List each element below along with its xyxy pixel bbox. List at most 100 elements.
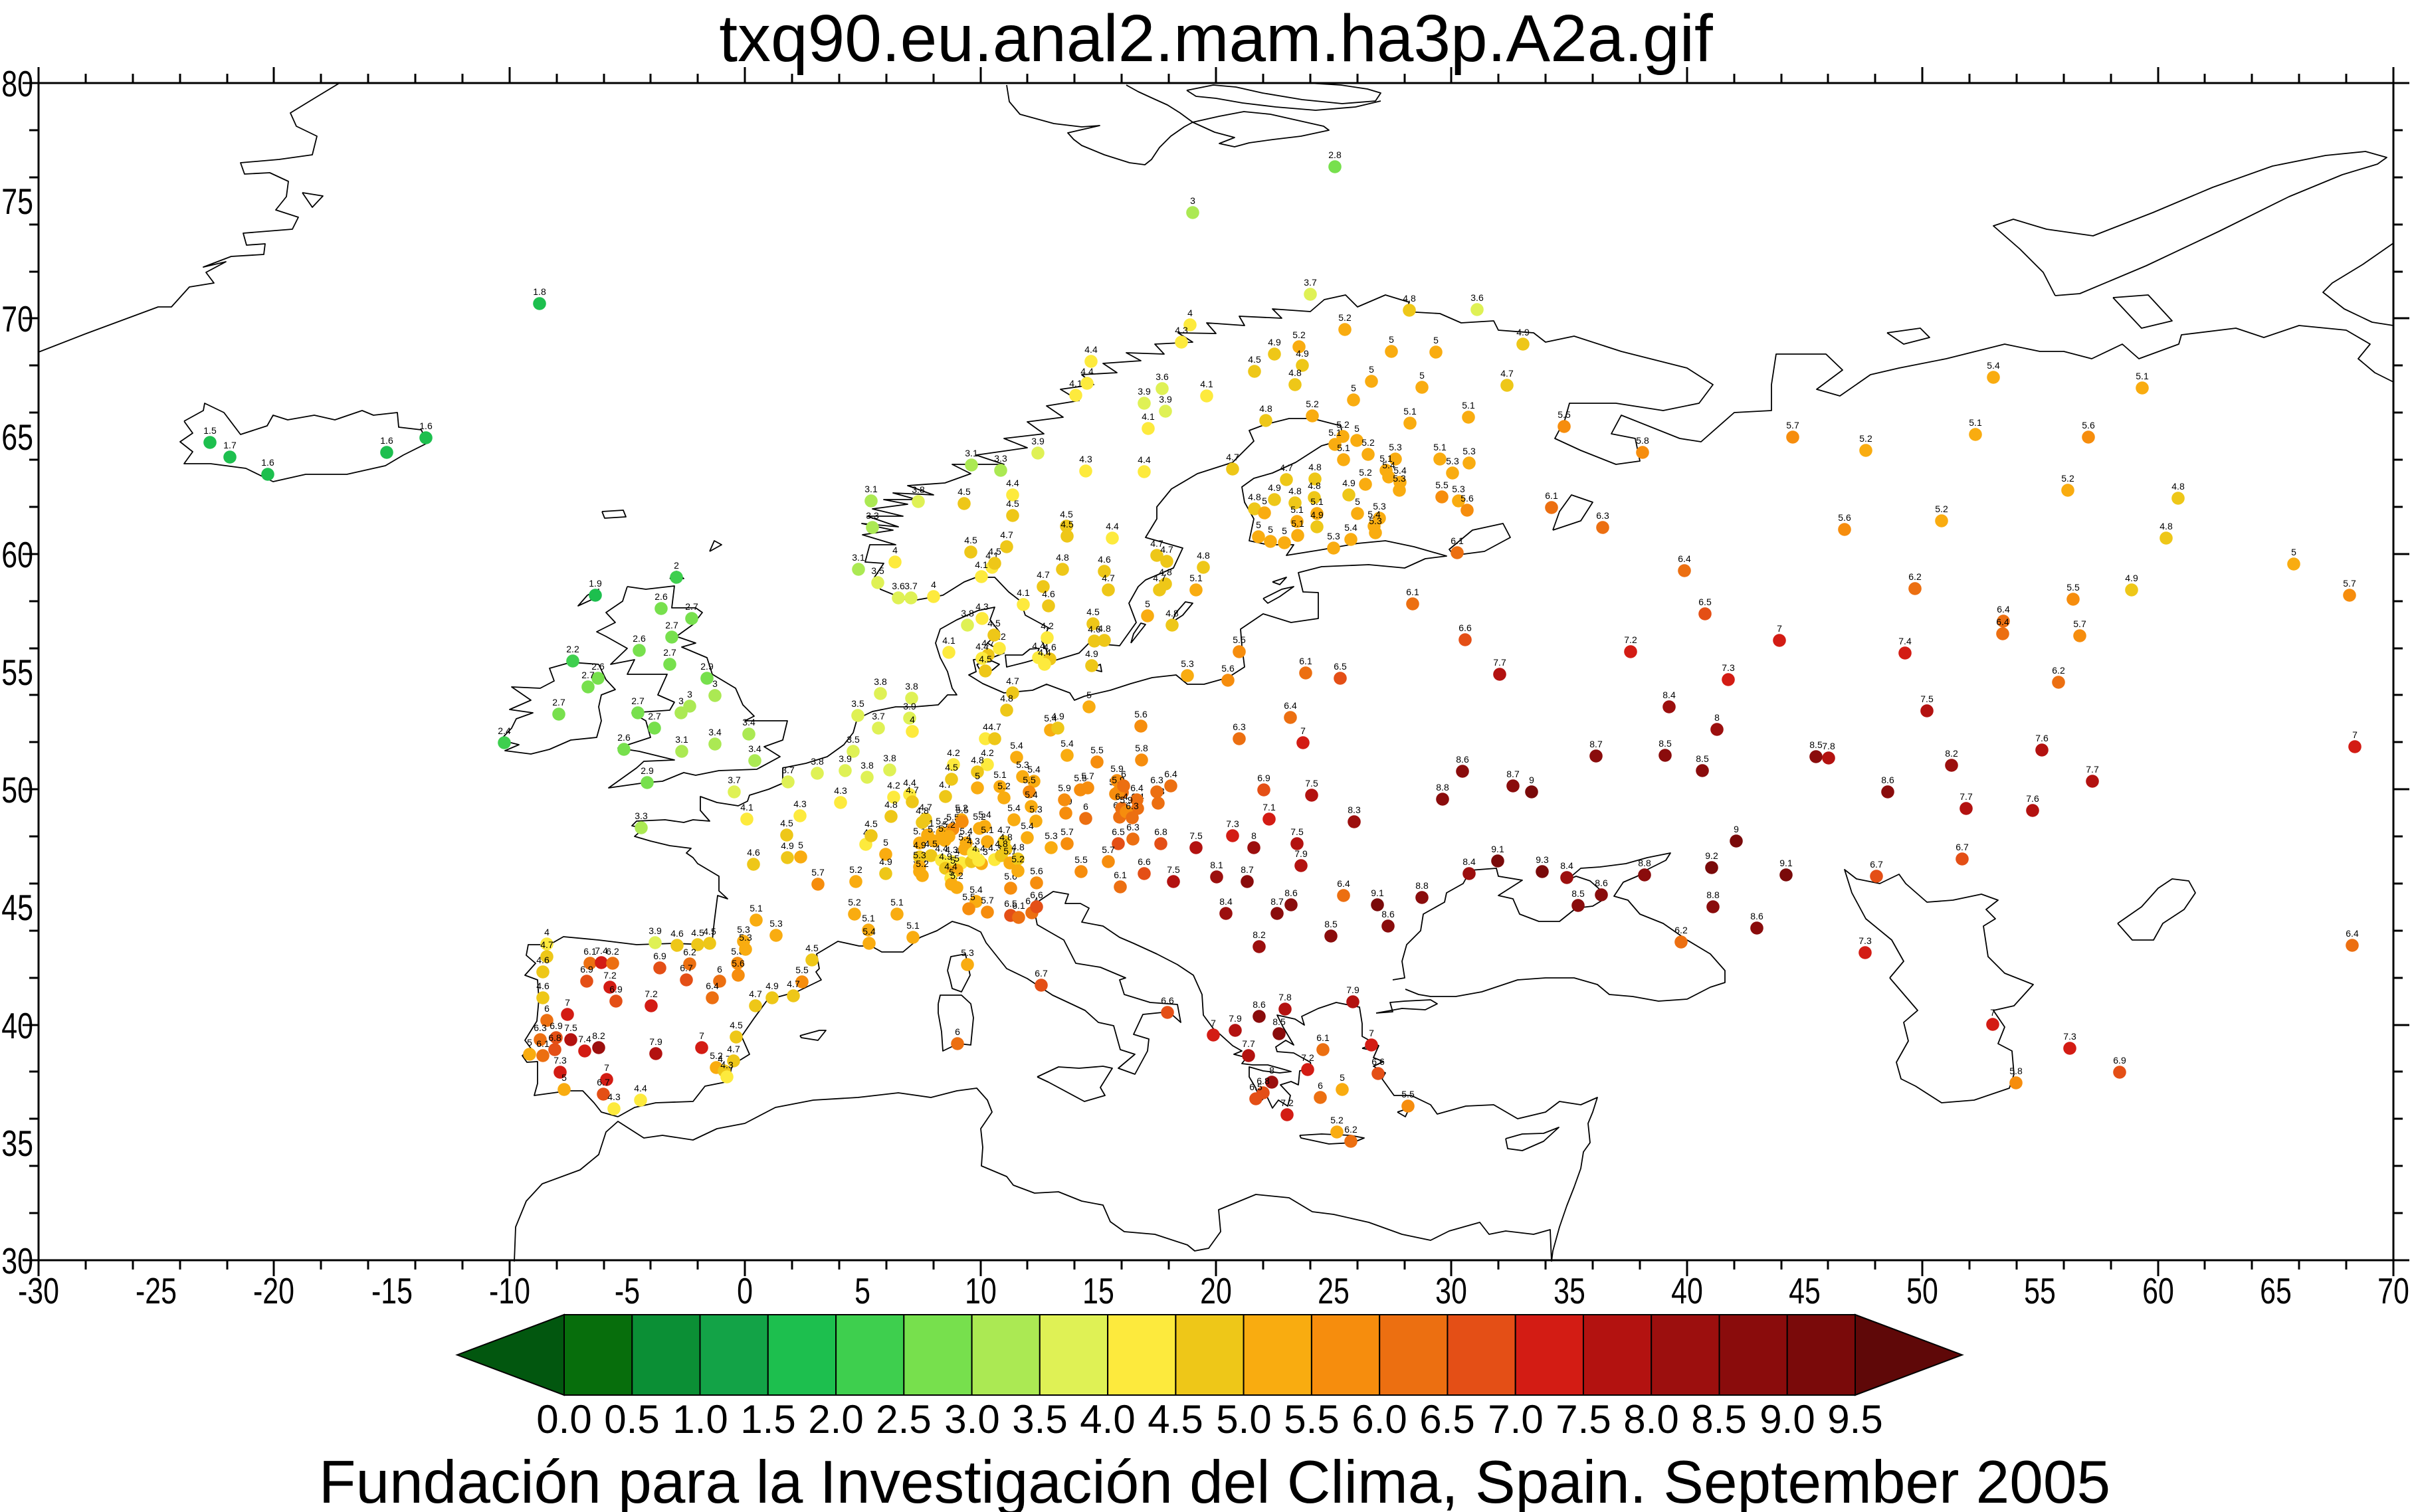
svg-text:7: 7 (1777, 623, 1782, 634)
svg-text:9: 9 (1529, 775, 1534, 785)
svg-text:5.2: 5.2 (955, 803, 968, 813)
svg-text:7.5: 7.5 (1305, 778, 1318, 789)
svg-text:8.6: 8.6 (1456, 754, 1469, 765)
svg-text:6.5: 6.5 (1004, 898, 1017, 909)
svg-text:3: 3 (1190, 195, 1195, 206)
svg-text:3.4: 3.4 (748, 743, 761, 754)
svg-text:4.0: 4.0 (1080, 1397, 1135, 1442)
svg-text:5: 5 (1419, 370, 1425, 381)
svg-text:5.1: 5.1 (1969, 417, 1982, 428)
svg-text:70: 70 (1, 299, 33, 339)
svg-text:4.9: 4.9 (1516, 327, 1530, 337)
svg-text:5.4: 5.4 (969, 884, 983, 895)
svg-text:6.1: 6.1 (1451, 535, 1464, 546)
svg-text:5.5: 5.5 (1090, 745, 1104, 755)
svg-text:5.1: 5.1 (1291, 518, 1304, 529)
svg-text:5.2: 5.2 (2061, 473, 2074, 484)
svg-text:5: 5 (954, 853, 959, 864)
svg-text:9.1: 9.1 (1779, 858, 1793, 868)
svg-text:5.1: 5.1 (862, 913, 875, 923)
svg-text:8.0: 8.0 (1623, 1397, 1678, 1442)
svg-text:8.5: 8.5 (1658, 738, 1672, 749)
svg-text:4.5: 4.5 (1148, 1397, 1203, 1442)
svg-text:2.9: 2.9 (641, 765, 654, 776)
svg-text:6.9: 6.9 (1257, 773, 1270, 783)
svg-text:3.9: 3.9 (839, 753, 852, 764)
svg-text:1.7: 1.7 (223, 440, 237, 450)
svg-text:6.4: 6.4 (1997, 604, 2010, 614)
svg-text:6.4: 6.4 (2346, 928, 2359, 939)
svg-text:35: 35 (1554, 1271, 1585, 1311)
svg-text:5.7: 5.7 (811, 867, 825, 878)
svg-text:3: 3 (678, 696, 684, 706)
svg-text:4.5: 4.5 (924, 838, 938, 849)
svg-text:7: 7 (1990, 1007, 1995, 1018)
svg-text:5.1: 5.1 (1328, 427, 1342, 438)
svg-text:2.7: 2.7 (685, 601, 698, 612)
svg-text:6.6: 6.6 (1030, 890, 1043, 900)
svg-text:4.5: 4.5 (957, 486, 971, 497)
svg-text:10: 10 (965, 1271, 997, 1311)
svg-text:2.9: 2.9 (700, 661, 714, 672)
svg-text:3.9: 3.9 (903, 701, 916, 711)
svg-text:6.4: 6.4 (1130, 783, 1144, 793)
svg-text:5.1: 5.1 (1462, 400, 1475, 411)
svg-text:4.7: 4.7 (1226, 452, 1239, 462)
svg-text:4.7: 4.7 (1000, 529, 1013, 540)
svg-text:4.9: 4.9 (1296, 348, 1309, 359)
svg-text:4.6: 4.6 (1098, 554, 1111, 565)
svg-text:1.9: 1.9 (589, 578, 602, 589)
svg-text:6.9: 6.9 (609, 984, 623, 994)
svg-text:4.1: 4.1 (1142, 411, 1155, 422)
svg-text:5.5: 5.5 (2066, 582, 2080, 593)
svg-text:4.9: 4.9 (939, 851, 952, 862)
svg-text:7.3: 7.3 (1859, 935, 1872, 946)
svg-text:20: 20 (1200, 1271, 1232, 1311)
svg-text:6.1: 6.1 (1316, 1032, 1330, 1043)
svg-text:8.5: 8.5 (1696, 753, 1709, 764)
svg-text:5.3: 5.3 (1452, 484, 1465, 494)
svg-text:4.1: 4.1 (740, 802, 754, 812)
svg-text:4.7: 4.7 (997, 824, 1011, 835)
svg-text:5.6: 5.6 (1030, 866, 1043, 876)
svg-text:4.8: 4.8 (1259, 403, 1272, 414)
svg-text:5: 5 (1389, 334, 1394, 345)
svg-text:4.7: 4.7 (1037, 569, 1050, 580)
svg-text:5: 5 (1086, 690, 1092, 700)
svg-text:4.5: 4.5 (691, 927, 704, 938)
svg-text:7.2: 7.2 (1301, 1052, 1314, 1063)
svg-text:5.3: 5.3 (1389, 442, 1402, 452)
svg-text:5.1: 5.1 (2136, 371, 2149, 381)
svg-text:8: 8 (1269, 1065, 1274, 1076)
svg-text:4.9: 4.9 (1268, 482, 1281, 493)
svg-text:8.2: 8.2 (592, 1030, 605, 1041)
svg-text:3.1: 3.1 (852, 552, 865, 563)
svg-text:4: 4 (1187, 308, 1193, 318)
svg-text:6.4: 6.4 (1337, 878, 1350, 889)
svg-text:5.2: 5.2 (1330, 1115, 1344, 1125)
svg-text:6.1: 6.1 (1545, 490, 1558, 501)
svg-text:4.3: 4.3 (975, 601, 989, 612)
svg-text:60: 60 (1, 535, 33, 575)
svg-text:6.1: 6.1 (1299, 656, 1312, 666)
svg-text:5.7: 5.7 (2073, 618, 2086, 629)
svg-text:50: 50 (1, 770, 33, 810)
svg-text:4.5: 4.5 (945, 762, 958, 773)
svg-text:8.6: 8.6 (1284, 888, 1298, 898)
svg-text:4.8: 4.8 (884, 799, 898, 810)
svg-text:5.7: 5.7 (981, 895, 994, 905)
svg-text:5.9: 5.9 (1058, 783, 1071, 793)
svg-text:7: 7 (2352, 729, 2358, 740)
svg-text:6.5: 6.5 (1112, 826, 1125, 837)
svg-text:3.8: 3.8 (905, 681, 918, 692)
svg-text:6.1: 6.1 (536, 1038, 550, 1049)
svg-text:5.4: 5.4 (1044, 713, 1057, 723)
svg-text:5.6: 5.6 (1460, 493, 1474, 504)
svg-text:6.6: 6.6 (1458, 622, 1472, 633)
svg-text:7: 7 (1211, 1018, 1216, 1028)
svg-text:6.1: 6.1 (1114, 870, 1127, 880)
svg-text:6.6: 6.6 (1161, 995, 1174, 1006)
svg-text:6.6: 6.6 (1138, 856, 1151, 867)
svg-text:8.7: 8.7 (1506, 769, 1520, 779)
svg-text:2.5: 2.5 (876, 1397, 931, 1442)
